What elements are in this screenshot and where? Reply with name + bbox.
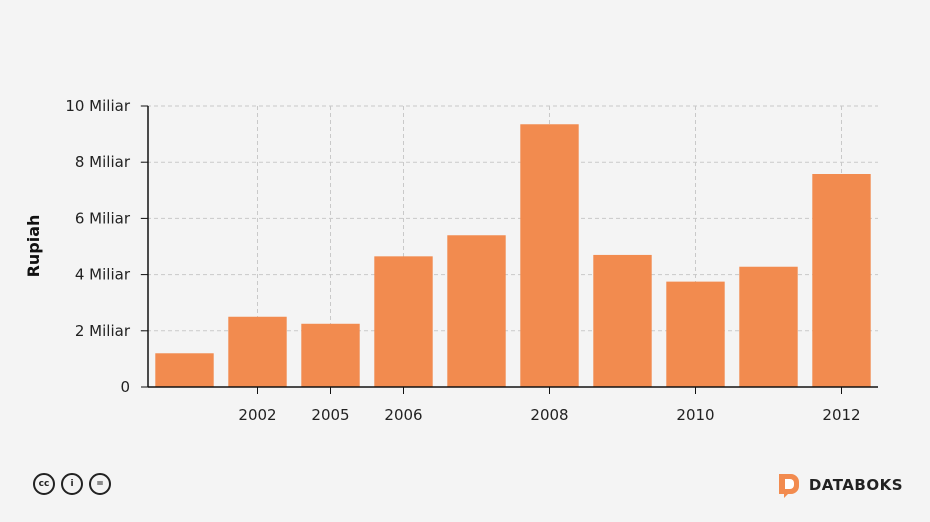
bar[interactable] — [155, 353, 214, 387]
x-tick-label: 2008 — [530, 406, 568, 424]
y-tick-label: 8 Miliar — [75, 153, 131, 171]
bar[interactable] — [447, 235, 506, 387]
bar[interactable] — [593, 254, 652, 387]
x-tick-label: 2005 — [311, 406, 349, 424]
bar[interactable] — [228, 316, 287, 387]
bar[interactable] — [301, 323, 360, 387]
x-tick-label: 2002 — [238, 406, 276, 424]
bar[interactable] — [374, 256, 433, 387]
y-tick-label: 10 Miliar — [65, 97, 130, 115]
bars — [155, 124, 871, 387]
y-tick-label: 0 — [120, 378, 130, 396]
creative-commons-icon: cc — [33, 473, 55, 495]
license-icons: cc i = — [33, 473, 111, 495]
attribution-icon: i — [61, 473, 83, 495]
y-tick-labels: 0 2 Miliar 4 Miliar 6 Miliar 8 Miliar 10 Mili… — [65, 97, 130, 396]
x-tick-label: 2010 — [676, 406, 714, 424]
bar[interactable] — [520, 124, 579, 387]
no-derivatives-icon: = — [89, 473, 111, 495]
databoks-brand[interactable]: DATABOKS — [777, 472, 903, 498]
y-axis-title: Rupiah — [24, 215, 43, 278]
databoks-logo-icon — [778, 474, 799, 498]
x-tick-label: 2006 — [384, 406, 422, 424]
y-tick-label: 2 Miliar — [75, 322, 131, 340]
x-tick-label: 2012 — [822, 406, 860, 424]
x-tick-labels: 2002 2005 2006 2008 2010 2012 — [238, 406, 860, 424]
y-tick-label: 4 Miliar — [75, 266, 131, 284]
brand-name: DATABOKS — [808, 476, 903, 494]
y-tick-label: 6 Miliar — [75, 209, 131, 227]
bar[interactable] — [812, 174, 871, 387]
bar[interactable] — [666, 281, 725, 387]
bar[interactable] — [739, 266, 798, 387]
